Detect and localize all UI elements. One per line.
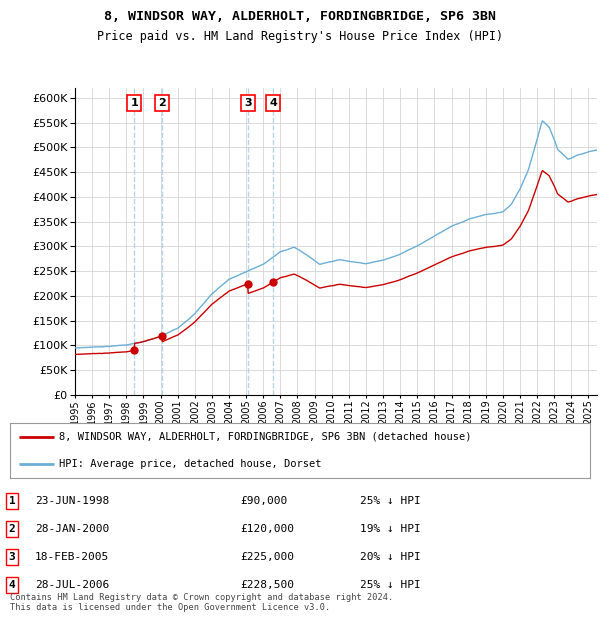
Text: 23-JUN-1998: 23-JUN-1998: [35, 496, 109, 506]
Text: 20% ↓ HPI: 20% ↓ HPI: [360, 552, 421, 562]
Text: 18-FEB-2005: 18-FEB-2005: [35, 552, 109, 562]
Text: 25% ↓ HPI: 25% ↓ HPI: [360, 580, 421, 590]
Text: Contains HM Land Registry data © Crown copyright and database right 2024.
This d: Contains HM Land Registry data © Crown c…: [10, 593, 393, 612]
Text: 3: 3: [244, 98, 252, 108]
Text: 2: 2: [8, 524, 16, 534]
Text: 2: 2: [158, 98, 166, 108]
Text: 4: 4: [8, 580, 16, 590]
Text: 8, WINDSOR WAY, ALDERHOLT, FORDINGBRIDGE, SP6 3BN (detached house): 8, WINDSOR WAY, ALDERHOLT, FORDINGBRIDGE…: [59, 432, 472, 441]
Text: 3: 3: [8, 552, 16, 562]
Text: 28-JUL-2006: 28-JUL-2006: [35, 580, 109, 590]
Text: 4: 4: [269, 98, 277, 108]
Text: 1: 1: [131, 98, 138, 108]
Text: 28-JAN-2000: 28-JAN-2000: [35, 524, 109, 534]
Text: Price paid vs. HM Land Registry's House Price Index (HPI): Price paid vs. HM Land Registry's House …: [97, 30, 503, 43]
Text: 25% ↓ HPI: 25% ↓ HPI: [360, 496, 421, 506]
Text: £225,000: £225,000: [240, 552, 294, 562]
Text: £120,000: £120,000: [240, 524, 294, 534]
Text: 8, WINDSOR WAY, ALDERHOLT, FORDINGBRIDGE, SP6 3BN: 8, WINDSOR WAY, ALDERHOLT, FORDINGBRIDGE…: [104, 10, 496, 23]
Text: £90,000: £90,000: [240, 496, 287, 506]
Text: HPI: Average price, detached house, Dorset: HPI: Average price, detached house, Dors…: [59, 459, 322, 469]
Text: 1: 1: [8, 496, 16, 506]
Text: £228,500: £228,500: [240, 580, 294, 590]
Text: 19% ↓ HPI: 19% ↓ HPI: [360, 524, 421, 534]
